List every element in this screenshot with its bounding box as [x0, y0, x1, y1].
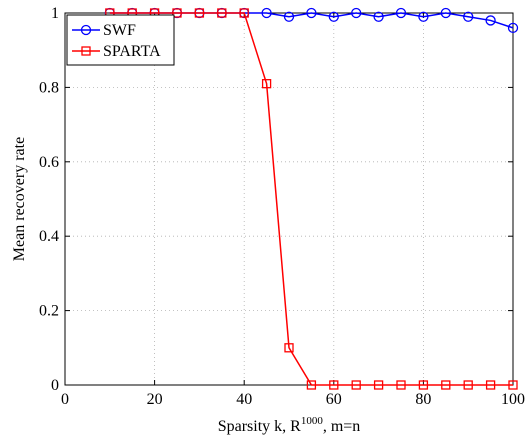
data-point-swf: [306, 7, 317, 19]
axes: [64, 12, 514, 386]
y-tick-label: 1: [51, 5, 59, 22]
y-tick-label: 0.8: [39, 79, 59, 96]
x-tick-label: 60: [326, 391, 342, 408]
axis-labels: Sparsity k, R1000, m=n Mean recovery rate: [11, 137, 360, 435]
y-axis-label: Mean recovery rate: [11, 137, 28, 261]
legend-item-swf: SWF: [72, 22, 136, 39]
series-layer: [104, 7, 519, 390]
x-tick-label: 100: [501, 391, 525, 408]
data-point-sparta: [329, 380, 339, 390]
data-point-sparta: [194, 8, 205, 18]
plot-frame: [64, 12, 514, 386]
legend-marker-circle: [80, 24, 92, 36]
x-tick-label: 40: [236, 391, 252, 408]
data-point-sparta: [217, 8, 227, 18]
tick-labels: 0 20 40 60 80 100 0 0.2 0.4 0.6 0.8 1: [39, 5, 525, 408]
data-point-sparta: [485, 380, 496, 390]
data-point-swf: [373, 11, 384, 22]
data-point-swf: [283, 11, 295, 22]
data-point-swf: [507, 22, 519, 34]
data-point-sparta: [172, 8, 182, 18]
legend-box: [66, 14, 175, 66]
legend-label: SPARTA: [103, 43, 161, 60]
y-tick-label: 0.6: [39, 154, 59, 171]
data-point-sparta: [306, 380, 317, 390]
data-point-sparta: [441, 380, 451, 390]
data-point-sparta: [351, 380, 361, 390]
data-point-sparta: [463, 380, 473, 390]
series-sparta: [105, 8, 518, 390]
x-tick-label: 20: [147, 391, 163, 408]
data-point-swf: [395, 7, 407, 19]
legend-label: SWF: [103, 22, 136, 39]
x-tick-label: 80: [415, 391, 431, 408]
data-point-sparta: [396, 380, 406, 390]
data-point-sparta: [284, 343, 294, 353]
legend: SWF SPARTA: [66, 14, 175, 66]
data-point-sparta: [261, 79, 272, 89]
y-tick-label: 0.4: [39, 228, 59, 245]
legend-item-sparta: SPARTA: [72, 43, 161, 60]
data-point-sparta: [508, 380, 518, 390]
data-point-swf: [261, 7, 272, 19]
grid: [65, 13, 513, 385]
data-point-swf: [351, 7, 362, 19]
y-tick-label: 0.2: [39, 303, 59, 320]
data-point-swf: [328, 11, 339, 22]
x-tick-label: 0: [61, 391, 69, 408]
y-tick-label: 0: [51, 377, 59, 394]
series-line-sparta: [109, 12, 513, 386]
data-point-sparta: [239, 8, 249, 18]
data-point-swf: [418, 11, 429, 22]
data-point-swf: [485, 15, 496, 26]
data-point-swf: [463, 11, 474, 22]
legend-marker-square: [81, 46, 91, 56]
data-point-sparta: [373, 380, 384, 390]
data-point-swf: [440, 7, 451, 19]
x-axis-label: Sparsity k, R1000, m=n: [218, 415, 361, 435]
data-point-sparta: [418, 380, 429, 390]
